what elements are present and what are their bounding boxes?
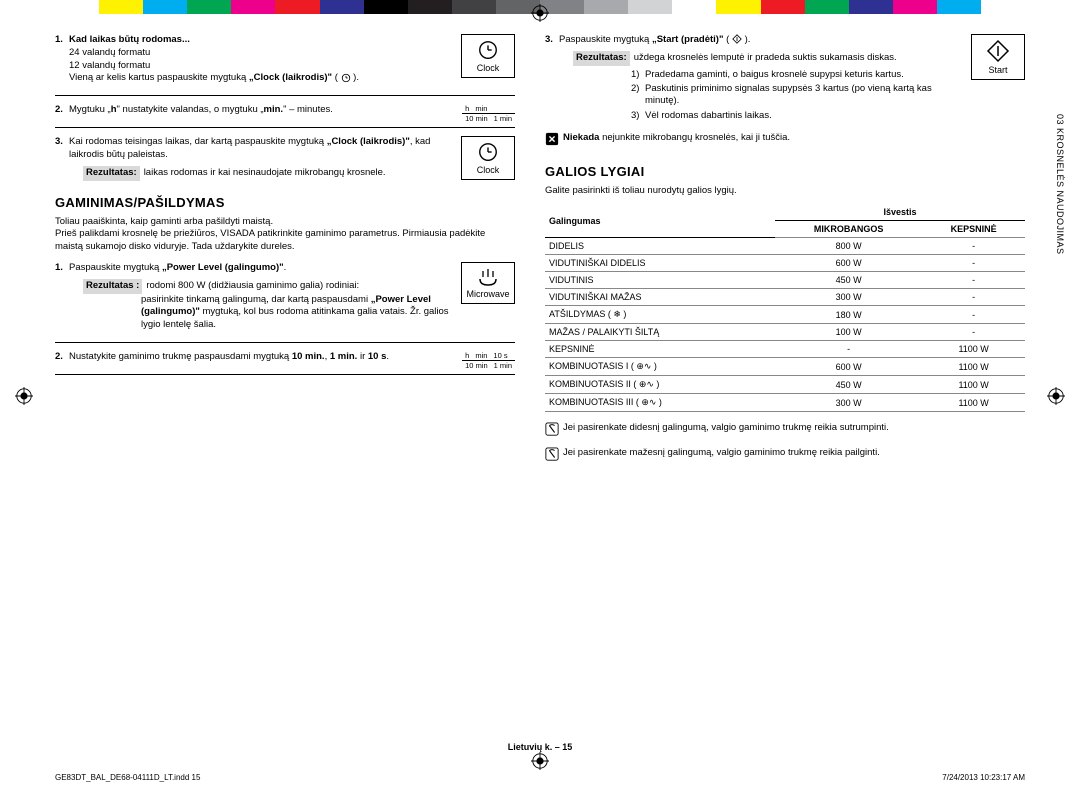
microwave-icon — [476, 267, 500, 287]
sub-2: 2)Paskutinis priminimo signalas supypsės… — [645, 83, 1025, 108]
power-intro: Galite pasirinkti iš toliau nurodytų gal… — [545, 185, 1025, 198]
step-3: 3. Clock Kai rodomas teisingas laikas, d… — [69, 136, 515, 180]
table-row: KEPSNINĖ-1100 W — [545, 341, 1025, 358]
table-row: KOMBINUOTASIS II ( ⊕∿ )450 W1100 W — [545, 376, 1025, 394]
table-row: KOMBINUOTASIS I ( ⊕∿ )600 W1100 W — [545, 358, 1025, 376]
step2-text: Mygtuku „h" nustatykite valandas, o mygt… — [69, 104, 515, 117]
warning-icon: ✕ — [545, 132, 563, 150]
power-table: GalingumasIšvestis MIKROBANGOSKEPSNINĖ D… — [545, 204, 1025, 412]
th-mw: MIKROBANGOS — [775, 221, 922, 238]
page-footer: Lietuvių k. – 15 — [0, 742, 1080, 752]
clock-label: Clock — [477, 165, 500, 175]
info-icon — [545, 447, 563, 465]
table-row: MAŽAS / PALAIKYTI ŠILTĄ100 W- — [545, 324, 1025, 341]
info-note-2: Jei pasirenkate mažesnį galingumą, valgi… — [545, 447, 1025, 465]
microwave-button-box: Microwave — [461, 262, 515, 304]
sub-3: 3)Vėl rodomas dabartinis laikas. — [645, 110, 1025, 122]
step-2: 2. hmin 10 min1 min Mygtuku „h" nustatyk… — [69, 104, 515, 117]
step1-line2: 12 valandų formatu — [69, 60, 515, 73]
step-1: 1. Clock Kad laikas būtų rodomas... 24 v… — [69, 34, 515, 85]
section-heading: GALIOS LYGIAI — [545, 164, 1025, 179]
clock-button-box: Clock — [461, 136, 515, 180]
clock-inline-icon — [341, 73, 351, 83]
page-content: 1. Clock Kad laikas būtų rodomas... 24 v… — [0, 14, 1080, 481]
r-step-3: 3. Start Paspauskite mygtuką „Start (pra… — [559, 34, 1025, 122]
time-grid: hmin10 s 10 min1 min — [462, 351, 515, 370]
cstep1-result2: pasirinkite tinkamą galingumą, dar kartą… — [69, 294, 515, 332]
intro-2: Prieš palikdami krosnelę be priežiūros, … — [55, 228, 515, 254]
step3-result: Rezultatas:laikas rodomas ir kai nesinau… — [69, 166, 515, 181]
cook-step-1: 1. Microwave Paspauskite mygtuką „Power … — [69, 262, 515, 332]
th-power: Galingumas — [545, 204, 775, 238]
svg-text:✕: ✕ — [548, 135, 556, 146]
microwave-label: Microwave — [466, 289, 509, 299]
intro-1: Toliau paaiškinta, kaip gaminti arba paš… — [55, 216, 515, 229]
cstep1-result: Rezultatas :rodomi 800 W (didžiausia gam… — [69, 279, 515, 294]
clock-label: Clock — [477, 63, 500, 73]
left-column: 1. Clock Kad laikas būtų rodomas... 24 v… — [55, 34, 515, 471]
table-row: VIDUTINIŠKAI MAŽAS300 W- — [545, 289, 1025, 306]
table-row: DIDELIS800 W- — [545, 238, 1025, 255]
divider — [55, 95, 515, 96]
divider — [55, 127, 515, 128]
registration-mark-icon — [1047, 387, 1065, 405]
section-heading: GAMINIMAS/PAŠILDYMAS — [55, 195, 515, 210]
table-row: ATŠILDYMAS ( ❄ )180 W- — [545, 306, 1025, 324]
th-grill: KEPSNINĖ — [922, 221, 1025, 238]
divider — [55, 374, 515, 375]
meta-timestamp: 7/24/2013 10:23:17 AM — [942, 773, 1025, 782]
table-row: VIDUTINIŠKAI DIDELIS600 W- — [545, 255, 1025, 272]
warning-note: ✕ Niekada nejunkite mikrobangų krosnelės… — [545, 132, 1025, 150]
clock-icon — [477, 39, 499, 61]
cook-step-2: 2. hmin10 s 10 min1 min Nustatykite gami… — [69, 351, 515, 364]
registration-mark-icon — [15, 387, 33, 405]
th-output: Išvestis — [775, 204, 1025, 221]
sub-1: 1)Pradedama gaminti, o baigus krosnelė s… — [645, 69, 1025, 81]
start-inline-icon — [732, 34, 742, 44]
rstep3-text: Paspauskite mygtuką „Start (pradėti)" ( … — [559, 34, 1025, 47]
right-column: 03 KROSNELĖS NAUDOJIMAS 3. Start Paspaus… — [545, 34, 1025, 471]
table-row: KOMBINUOTASIS III ( ⊕∿ )300 W1100 W — [545, 394, 1025, 412]
step1-line3: Vieną ar kelis kartus paspauskite mygtuk… — [69, 72, 515, 85]
meta-filename: GE83DT_BAL_DE68-04111D_LT.indd 15 — [55, 773, 200, 782]
step3-text: Kai rodomas teisingas laikas, dar kartą … — [69, 136, 515, 162]
info-icon — [545, 422, 563, 440]
clock-button-box: Clock — [461, 34, 515, 78]
info-note-1: Jei pasirenkate didesnį galingumą, valgi… — [545, 422, 1025, 440]
start-icon — [986, 39, 1010, 63]
registration-mark-icon — [531, 752, 549, 770]
side-tab: 03 KROSNELĖS NAUDOJIMAS — [1055, 114, 1065, 255]
divider — [55, 342, 515, 343]
step1-title: Kad laikas būtų rodomas... — [69, 34, 190, 45]
time-grid: hmin 10 min1 min — [462, 104, 515, 123]
step1-line1: 24 valandų formatu — [69, 47, 515, 60]
rstep3-result: Rezultatas:uždega krosnelės lemputė ir p… — [559, 51, 1025, 66]
table-row: VIDUTINIS450 W- — [545, 272, 1025, 289]
cstep1-text: Paspauskite mygtuką „Power Level (galing… — [69, 262, 515, 275]
clock-icon — [477, 141, 499, 163]
registration-mark-icon — [531, 4, 549, 22]
cstep2-text: Nustatykite gaminimo trukmę paspausdami … — [69, 351, 515, 364]
